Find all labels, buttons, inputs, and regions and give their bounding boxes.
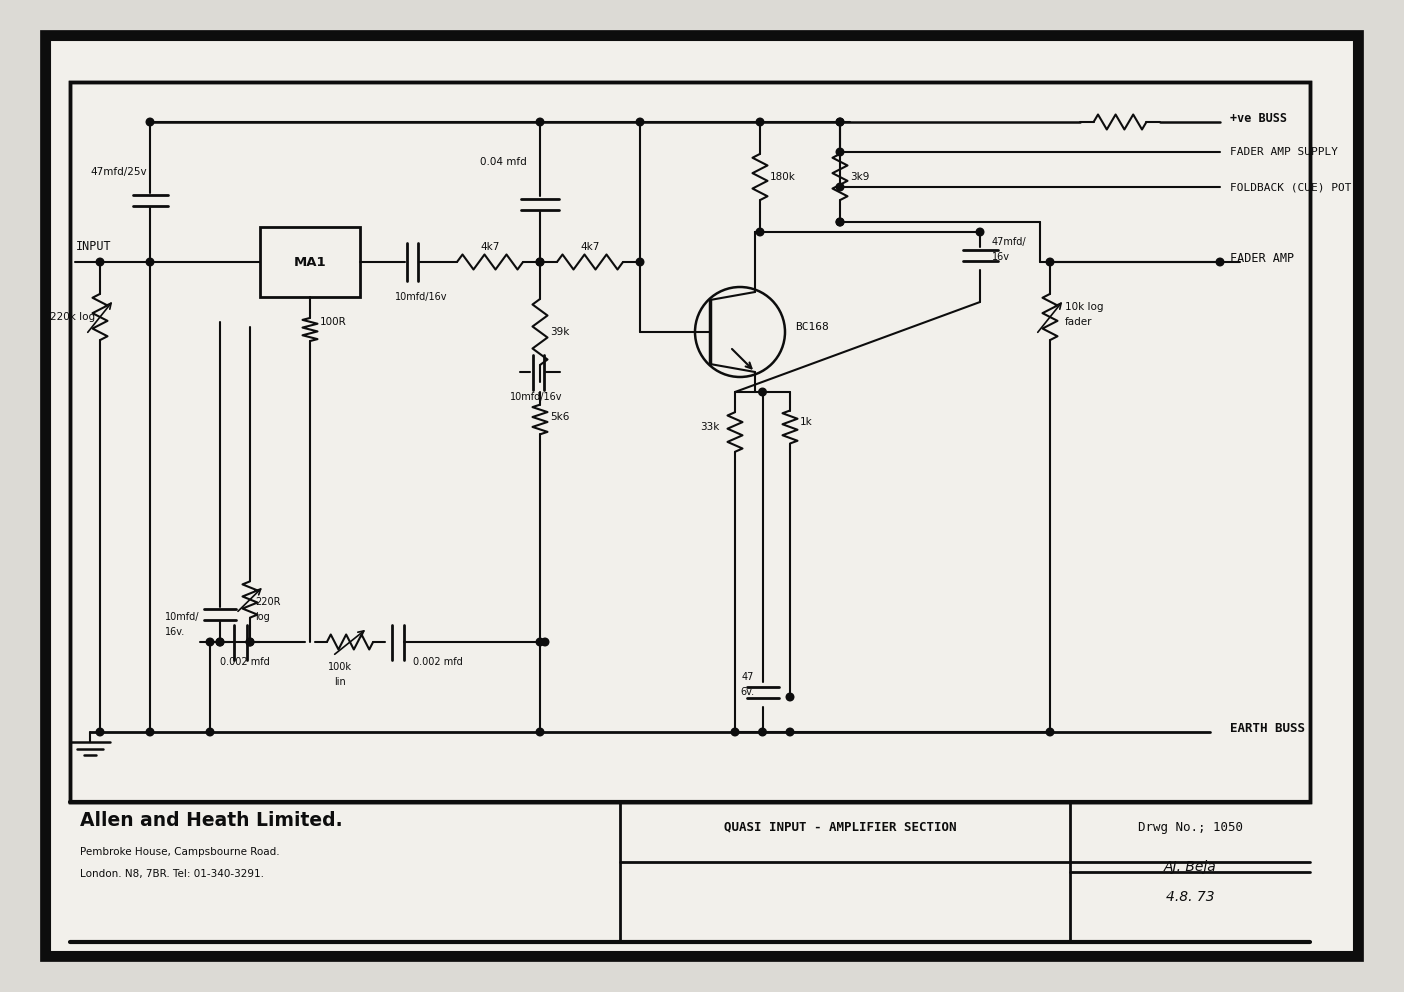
Text: +ve BUSS: +ve BUSS (1230, 112, 1287, 126)
Text: 4.8. 73: 4.8. 73 (1165, 890, 1214, 904)
Text: 33k: 33k (701, 422, 719, 432)
Circle shape (837, 218, 844, 226)
Circle shape (636, 258, 644, 266)
Circle shape (146, 258, 154, 266)
Text: 47mfd/: 47mfd/ (993, 237, 1026, 247)
Circle shape (837, 218, 844, 226)
Circle shape (837, 184, 844, 190)
Bar (70, 82, 1310, 802)
Circle shape (1216, 258, 1224, 266)
Circle shape (837, 118, 844, 126)
Circle shape (536, 638, 543, 646)
Circle shape (541, 638, 549, 646)
Text: fader: fader (1066, 317, 1092, 327)
Circle shape (1046, 258, 1054, 266)
Circle shape (536, 118, 543, 126)
Circle shape (837, 118, 844, 126)
Circle shape (97, 258, 104, 266)
Circle shape (246, 638, 254, 646)
Text: Allen and Heath Limited.: Allen and Heath Limited. (80, 810, 343, 829)
Circle shape (216, 638, 223, 646)
Circle shape (146, 728, 154, 736)
Text: 10k log: 10k log (1066, 302, 1104, 312)
Text: 16v: 16v (993, 252, 1009, 262)
Circle shape (206, 728, 213, 736)
Circle shape (757, 228, 764, 236)
Text: 1k: 1k (800, 417, 813, 427)
Circle shape (536, 728, 543, 736)
Text: 0.04 mfd: 0.04 mfd (480, 157, 526, 167)
Circle shape (636, 118, 644, 126)
Text: EARTH BUSS: EARTH BUSS (1230, 722, 1304, 735)
Text: 47: 47 (741, 672, 754, 682)
Text: 16v.: 16v. (166, 627, 185, 637)
Circle shape (1046, 728, 1054, 736)
Text: 10mfd/16v: 10mfd/16v (395, 292, 448, 302)
Text: 39k: 39k (550, 327, 570, 337)
Text: Drwg No.; 1050: Drwg No.; 1050 (1137, 820, 1243, 833)
Text: lin: lin (334, 677, 345, 687)
Text: 4k7: 4k7 (480, 242, 500, 252)
Circle shape (786, 728, 793, 736)
Circle shape (146, 118, 154, 126)
Bar (70, 82, 1310, 802)
Text: INPUT: INPUT (76, 240, 112, 254)
Text: 47mfd/25v: 47mfd/25v (90, 167, 146, 177)
Text: 5k6: 5k6 (550, 412, 570, 422)
Circle shape (246, 638, 254, 646)
Text: MA1: MA1 (293, 256, 326, 269)
Text: 10mfd/: 10mfd/ (166, 612, 199, 622)
Text: 4k7: 4k7 (580, 242, 600, 252)
Text: log: log (256, 612, 270, 622)
Circle shape (786, 693, 793, 700)
Text: 6v.: 6v. (740, 687, 754, 697)
Bar (260, 227, 359, 297)
Text: 220R: 220R (256, 597, 281, 607)
Text: 0.002 mfd: 0.002 mfd (413, 657, 463, 667)
Text: FADER AMP SUPPLY: FADER AMP SUPPLY (1230, 147, 1338, 157)
Text: 100R: 100R (320, 317, 347, 327)
Text: FOLDBACK (CUE) POT: FOLDBACK (CUE) POT (1230, 182, 1352, 192)
Circle shape (536, 258, 543, 266)
Circle shape (536, 258, 543, 266)
Text: 0.002 mfd: 0.002 mfd (220, 657, 270, 667)
Text: Pembroke House, Campsbourne Road.: Pembroke House, Campsbourne Road. (80, 847, 279, 857)
Text: 10mfd/16v: 10mfd/16v (510, 392, 563, 402)
Text: BC168: BC168 (795, 322, 828, 332)
Circle shape (97, 728, 104, 736)
Text: 100k: 100k (329, 662, 352, 672)
Text: 220k log: 220k log (51, 312, 95, 322)
Text: FADER AMP: FADER AMP (1230, 253, 1294, 266)
Text: 180k: 180k (769, 172, 796, 182)
Circle shape (758, 388, 767, 396)
Text: 3k9: 3k9 (849, 172, 869, 182)
Text: AJ. Beja: AJ. Beja (1164, 860, 1216, 874)
Circle shape (216, 638, 223, 646)
Circle shape (731, 728, 739, 736)
Circle shape (758, 728, 767, 736)
Circle shape (206, 638, 213, 646)
Circle shape (976, 228, 984, 236)
Text: QUASI INPUT - AMPLIFIER SECTION: QUASI INPUT - AMPLIFIER SECTION (723, 820, 956, 833)
Circle shape (757, 118, 764, 126)
Circle shape (837, 148, 844, 156)
Text: London. N8, 7BR. Tel: 01-340-3291.: London. N8, 7BR. Tel: 01-340-3291. (80, 869, 264, 879)
